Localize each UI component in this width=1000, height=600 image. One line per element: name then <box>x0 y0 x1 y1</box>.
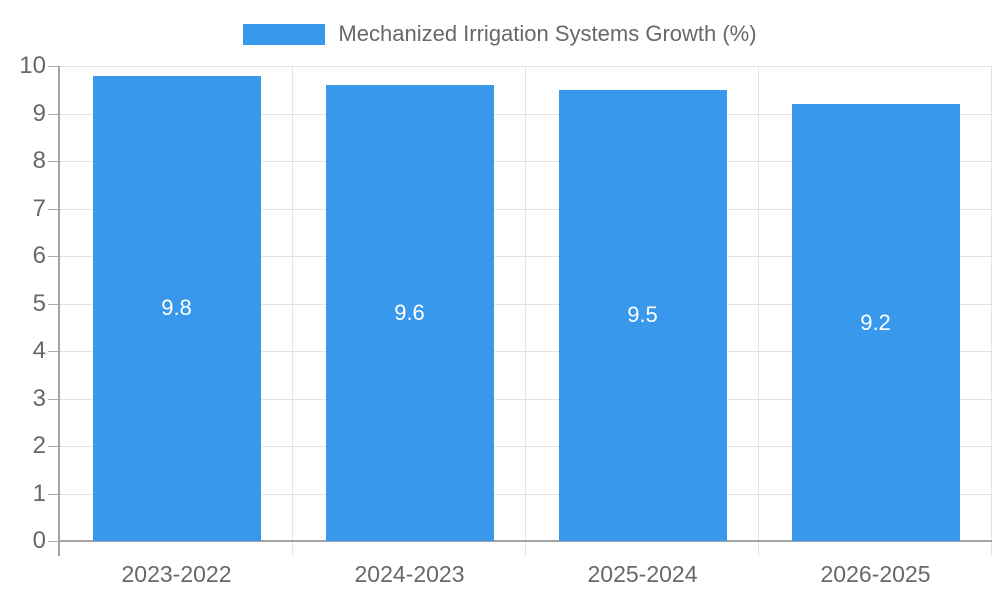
y-gridline <box>60 208 992 210</box>
y-gridline <box>60 66 992 67</box>
plot-area: 9.8 9.6 9.5 9.2 <box>48 66 992 556</box>
y-axis-tick-label: 2 <box>32 432 46 459</box>
bar-2025-2024[interactable]: 9.5 <box>558 89 727 541</box>
y-gridline <box>60 113 992 115</box>
y-axis-tick-label: 10 <box>19 52 46 79</box>
y-axis-tick-label: 0 <box>32 527 46 554</box>
x-axis-category-label: 2023-2022 <box>121 561 232 587</box>
y-axis-tick <box>48 303 60 305</box>
y-axis-tick-label: 6 <box>32 242 46 269</box>
y-axis-tick-label: 1 <box>32 479 46 507</box>
legend-item[interactable]: Mechanized Irrigation Systems Growth (%) <box>243 21 757 47</box>
y-axis-tick-label: 4 <box>32 337 46 364</box>
y-axis-tick <box>48 541 60 542</box>
legend-label: Mechanized Irrigation Systems Growth (%) <box>338 21 757 46</box>
x-axis-category-label: 2026-2025 <box>820 561 931 587</box>
legend: Mechanized Irrigation Systems Growth (%) <box>0 21 1000 47</box>
x-gridline <box>758 66 759 556</box>
y-axis-tick <box>48 113 60 115</box>
y-gridline <box>60 351 992 352</box>
bar-value-label: 9.8 <box>161 295 192 321</box>
y-axis-tick <box>48 256 60 257</box>
y-axis-tick <box>48 66 60 67</box>
x-axis-category-label: 2024-2023 <box>354 561 465 587</box>
y-axis-tick <box>48 351 60 352</box>
y-axis-tick <box>48 493 60 495</box>
y-axis-tick-label: 7 <box>32 194 46 222</box>
bar-value-label: 9.6 <box>394 300 425 325</box>
y-axis-tick <box>48 208 60 210</box>
legend-swatch-icon <box>243 23 326 45</box>
bar-2026-2025[interactable]: 9.2 <box>791 104 960 541</box>
y-axis-tick <box>48 161 60 162</box>
y-axis-tick-label: 9 <box>32 99 46 127</box>
y-gridline <box>60 256 992 257</box>
x-gridline <box>292 66 293 556</box>
x-gridline <box>525 66 526 556</box>
y-gridline <box>60 398 992 400</box>
bar-2023-2022[interactable]: 9.8 <box>92 75 261 541</box>
y-gridline <box>60 303 992 305</box>
y-axis-tick-label: 5 <box>32 289 46 317</box>
bar-value-label: 9.2 <box>860 309 891 335</box>
bar-value-label: 9.5 <box>627 302 658 328</box>
x-axis-category-label: 2025-2024 <box>587 561 698 587</box>
y-gridline <box>60 446 992 447</box>
y-axis-tick <box>48 446 60 447</box>
y-gridline <box>60 161 992 162</box>
y-axis-tick-label: 8 <box>32 147 46 174</box>
y-axis-tick <box>48 398 60 400</box>
y-gridline <box>60 493 992 495</box>
y-axis-tick-label: 3 <box>32 384 46 412</box>
y-axis-line <box>58 66 60 556</box>
bar-2024-2023[interactable]: 9.6 <box>325 85 494 541</box>
x-gridline <box>991 66 992 556</box>
x-axis-line <box>58 540 992 542</box>
